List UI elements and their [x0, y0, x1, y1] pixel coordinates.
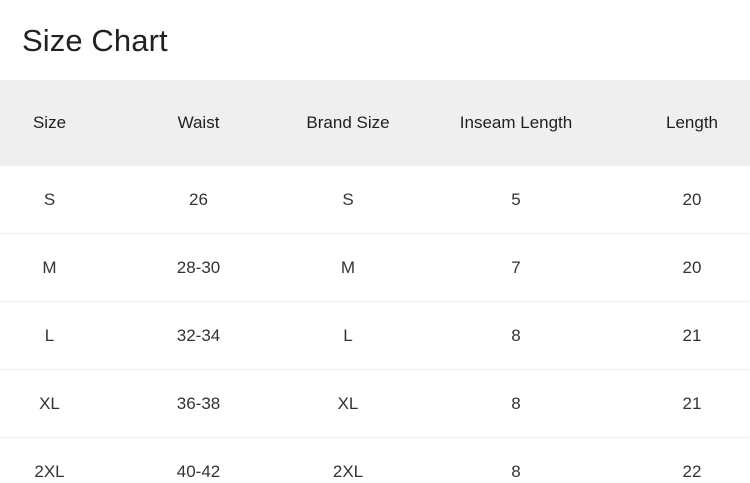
page-title-container: Size Chart [0, 0, 750, 80]
column-header-brand-size: Brand Size [298, 80, 398, 166]
cell-size: 2XL [0, 437, 99, 483]
table-header: Size Waist Brand Size Inseam Length Leng… [0, 80, 750, 166]
cell-inseam-length: 7 [398, 233, 634, 302]
column-header-inseam-length: Inseam Length [398, 80, 634, 166]
cell-inseam-length: 8 [398, 369, 634, 438]
column-header-waist: Waist [99, 80, 298, 166]
cell-brand-size: L [298, 301, 398, 370]
table-row: L 32-34 L 8 21 [0, 301, 750, 370]
cell-size: M [0, 233, 99, 302]
cell-inseam-length: 8 [398, 301, 634, 370]
cell-inseam-length: 5 [398, 166, 634, 234]
column-header-length: Length [634, 80, 750, 166]
cell-length: 20 [634, 233, 750, 302]
cell-waist: 26 [99, 166, 298, 234]
cell-length: 22 [634, 437, 750, 483]
cell-brand-size: M [298, 233, 398, 302]
table-row: S 26 S 5 20 [0, 166, 750, 234]
column-header-size: Size [0, 80, 99, 166]
cell-brand-size: S [298, 166, 398, 234]
cell-brand-size: 2XL [298, 437, 398, 483]
table-row: 2XL 40-42 2XL 8 22 [0, 437, 750, 483]
cell-waist: 28-30 [99, 233, 298, 302]
cell-length: 20 [634, 166, 750, 234]
cell-brand-size: XL [298, 369, 398, 438]
size-chart-table: Size Waist Brand Size Inseam Length Leng… [0, 80, 750, 483]
table-body: S 26 S 5 20 M 28-30 M 7 20 L 32-34 L 8 2… [0, 166, 750, 483]
cell-inseam-length: 8 [398, 437, 634, 483]
table-header-row: Size Waist Brand Size Inseam Length Leng… [0, 80, 750, 166]
cell-waist: 36-38 [99, 369, 298, 438]
cell-length: 21 [634, 369, 750, 438]
table-row: M 28-30 M 7 20 [0, 233, 750, 302]
cell-size: S [0, 166, 99, 234]
table-row: XL 36-38 XL 8 21 [0, 369, 750, 438]
cell-size: L [0, 301, 99, 370]
cell-length: 21 [634, 301, 750, 370]
cell-waist: 40-42 [99, 437, 298, 483]
cell-size: XL [0, 369, 99, 438]
cell-waist: 32-34 [99, 301, 298, 370]
page-title: Size Chart [22, 22, 168, 58]
